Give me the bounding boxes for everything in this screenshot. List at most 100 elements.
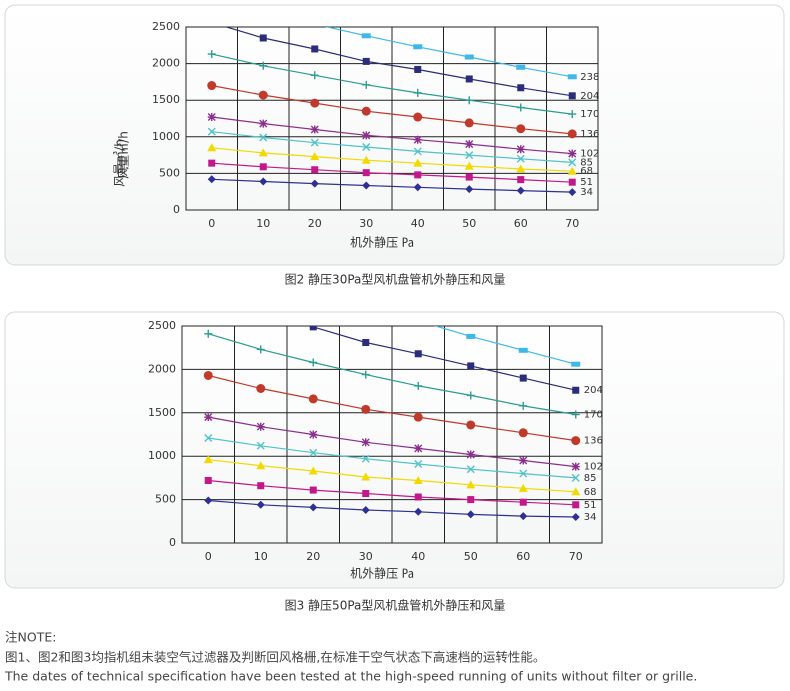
marker bbox=[362, 490, 370, 498]
marker bbox=[519, 374, 527, 382]
series-line bbox=[208, 437, 576, 479]
marker bbox=[516, 154, 525, 163]
marker bbox=[518, 428, 528, 438]
marker bbox=[466, 450, 475, 459]
marker bbox=[256, 441, 265, 450]
marker bbox=[361, 438, 370, 447]
marker bbox=[413, 112, 423, 122]
x-tick-label: 40 bbox=[411, 217, 425, 230]
marker bbox=[519, 469, 528, 478]
y-tick-label: 1500 bbox=[152, 93, 180, 106]
marker bbox=[466, 465, 475, 474]
marker bbox=[414, 444, 423, 453]
x-axis-label: 机外静压 ㎩ bbox=[350, 567, 414, 581]
series-label: 68 bbox=[580, 166, 593, 177]
marker bbox=[519, 512, 528, 521]
marker bbox=[362, 143, 371, 152]
marker bbox=[466, 510, 475, 519]
series-line bbox=[433, 326, 576, 365]
series-label: 136 bbox=[580, 129, 599, 140]
series-label: 34 bbox=[580, 187, 593, 198]
marker bbox=[467, 362, 475, 370]
marker bbox=[259, 119, 268, 128]
marker bbox=[259, 34, 267, 42]
marker bbox=[309, 358, 318, 367]
x-tick-label: 60 bbox=[514, 217, 528, 230]
series-label: 170 bbox=[580, 109, 599, 120]
marker bbox=[361, 454, 370, 463]
marker bbox=[204, 329, 213, 338]
marker bbox=[207, 143, 217, 152]
marker bbox=[413, 44, 423, 50]
note-en: The dates of technical specification hav… bbox=[4, 669, 697, 684]
series-label: 85 bbox=[580, 157, 593, 168]
marker bbox=[204, 496, 213, 505]
marker bbox=[568, 110, 577, 119]
marker bbox=[567, 74, 577, 80]
marker bbox=[311, 45, 319, 53]
series-line bbox=[208, 333, 576, 416]
y-tick-label: 2500 bbox=[152, 20, 180, 33]
panel bbox=[4, 4, 785, 266]
marker bbox=[256, 500, 265, 509]
y-tick-label: 1500 bbox=[148, 406, 176, 419]
marker bbox=[414, 350, 422, 358]
marker bbox=[362, 131, 371, 140]
x-tick-label: 20 bbox=[308, 217, 322, 230]
marker bbox=[310, 152, 320, 161]
marker bbox=[413, 476, 423, 485]
marker bbox=[311, 166, 319, 174]
marker bbox=[361, 33, 371, 39]
marker bbox=[413, 147, 422, 156]
marker bbox=[309, 430, 318, 439]
marker bbox=[362, 338, 370, 346]
marker bbox=[466, 391, 475, 400]
series-label: 204 bbox=[580, 91, 599, 102]
marker bbox=[518, 483, 528, 492]
series-label: 102 bbox=[584, 462, 603, 473]
marker bbox=[413, 158, 423, 167]
plot bbox=[203, 326, 581, 521]
marker bbox=[310, 179, 319, 188]
marker bbox=[519, 456, 528, 465]
marker bbox=[310, 71, 319, 80]
y-tick-label: 0 bbox=[173, 203, 180, 216]
marker bbox=[568, 188, 577, 197]
marker bbox=[259, 61, 268, 70]
caption: 图3 静压50Pa型风机盘管机外静压和风量 bbox=[285, 598, 506, 613]
marker bbox=[258, 148, 268, 157]
series-line bbox=[211, 116, 573, 155]
marker bbox=[256, 383, 266, 393]
x-tick-label: 40 bbox=[411, 550, 425, 563]
panel bbox=[4, 311, 785, 589]
series-label: 68 bbox=[584, 487, 597, 498]
marker bbox=[259, 163, 267, 171]
marker bbox=[362, 181, 371, 190]
marker bbox=[414, 381, 423, 390]
marker bbox=[309, 326, 317, 331]
series-line bbox=[324, 27, 573, 78]
marker bbox=[465, 185, 474, 194]
marker bbox=[571, 410, 580, 419]
series-line bbox=[211, 85, 573, 135]
marker bbox=[571, 473, 580, 482]
marker bbox=[571, 436, 581, 446]
marker bbox=[309, 448, 318, 457]
series-line bbox=[224, 27, 573, 97]
marker bbox=[571, 361, 581, 367]
marker bbox=[519, 498, 527, 506]
marker bbox=[571, 512, 580, 521]
x-tick-label: 50 bbox=[464, 550, 478, 563]
marker bbox=[568, 92, 576, 100]
marker bbox=[568, 149, 577, 158]
y-tick-label: 2500 bbox=[148, 319, 176, 332]
series-line bbox=[208, 499, 576, 518]
marker bbox=[516, 64, 526, 70]
marker bbox=[572, 501, 580, 509]
marker bbox=[571, 487, 581, 496]
marker bbox=[465, 96, 474, 105]
marker bbox=[567, 129, 577, 139]
series-line bbox=[208, 479, 576, 506]
marker bbox=[207, 175, 216, 184]
marker bbox=[464, 161, 474, 170]
